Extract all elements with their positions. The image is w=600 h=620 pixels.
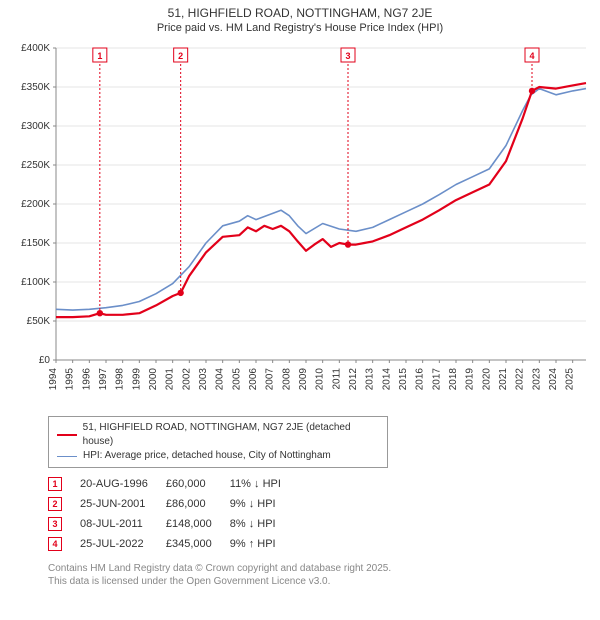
sale-delta: 8% ↓ HPI <box>230 514 299 534</box>
sale-marker-icon: 3 <box>48 517 62 531</box>
svg-text:£350K: £350K <box>21 82 50 93</box>
svg-text:2006: 2006 <box>248 368 259 391</box>
svg-text:2011: 2011 <box>331 368 342 390</box>
sale-delta: 9% ↑ HPI <box>230 534 299 554</box>
sale-price: £86,000 <box>166 494 230 514</box>
legend-swatch <box>57 456 77 457</box>
svg-text:2005: 2005 <box>231 368 242 391</box>
attribution-line2: This data is licensed under the Open Gov… <box>48 575 592 588</box>
legend: 51, HIGHFIELD ROAD, NOTTINGHAM, NG7 2JE … <box>48 416 388 468</box>
svg-text:2017: 2017 <box>431 368 442 391</box>
svg-text:2012: 2012 <box>348 368 359 391</box>
chart-title-line1: 51, HIGHFIELD ROAD, NOTTINGHAM, NG7 2JE <box>8 6 592 20</box>
sale-delta: 11% ↓ HPI <box>230 474 299 494</box>
svg-text:4: 4 <box>529 51 534 61</box>
sale-price: £148,000 <box>166 514 230 534</box>
svg-text:1994: 1994 <box>48 368 59 391</box>
chart-area: £0 £50K £100K £150K £200K £250K £300K £350K £400… <box>8 40 592 410</box>
svg-text:2023: 2023 <box>531 368 542 391</box>
chart-title-line2: Price paid vs. HM Land Registry's House … <box>8 22 592 34</box>
sale-price: £60,000 <box>166 474 230 494</box>
svg-text:£250K: £250K <box>21 160 50 171</box>
svg-text:2020: 2020 <box>481 368 492 391</box>
table-row: 4 25-JUL-2022£345,0009% ↑ HPI <box>48 534 299 554</box>
svg-text:2010: 2010 <box>315 368 326 391</box>
svg-text:£150K: £150K <box>21 238 50 249</box>
svg-text:2014: 2014 <box>381 368 392 391</box>
svg-text:2021: 2021 <box>498 368 509 391</box>
svg-text:2015: 2015 <box>398 368 409 391</box>
sale-marker-icon: 2 <box>48 497 62 511</box>
svg-text:2000: 2000 <box>148 368 159 391</box>
sales-table: 1 20-AUG-1996£60,00011% ↓ HPI 2 25-JUN-2001… <box>48 474 299 554</box>
svg-text:1995: 1995 <box>65 368 76 391</box>
svg-text:2019: 2019 <box>465 368 476 391</box>
svg-text:£400K: £400K <box>21 43 50 54</box>
svg-text:2013: 2013 <box>365 368 376 391</box>
svg-text:2009: 2009 <box>298 368 309 391</box>
legend-row: HPI: Average price, detached house, City… <box>57 449 379 463</box>
svg-text:2007: 2007 <box>265 368 276 391</box>
line-chart-svg: £0 £50K £100K £150K £200K £250K £300K £350K £400… <box>8 40 592 410</box>
svg-text:1997: 1997 <box>98 368 109 391</box>
svg-text:2002: 2002 <box>181 368 192 391</box>
sale-price: £345,000 <box>166 534 230 554</box>
svg-text:£50K: £50K <box>27 316 51 327</box>
svg-text:2008: 2008 <box>281 368 292 391</box>
svg-text:3: 3 <box>345 51 350 61</box>
svg-text:2024: 2024 <box>548 368 559 391</box>
svg-text:2016: 2016 <box>415 368 426 391</box>
legend-swatch <box>57 434 77 436</box>
svg-text:2025: 2025 <box>565 368 576 391</box>
svg-text:2018: 2018 <box>448 368 459 391</box>
sale-marker-icon: 4 <box>48 537 62 551</box>
svg-text:2003: 2003 <box>198 368 209 391</box>
table-row: 2 25-JUN-2001£86,0009% ↓ HPI <box>48 494 299 514</box>
svg-text:1996: 1996 <box>81 368 92 391</box>
svg-text:2: 2 <box>178 51 183 61</box>
svg-text:£300K: £300K <box>21 121 50 132</box>
legend-row: 51, HIGHFIELD ROAD, NOTTINGHAM, NG7 2JE … <box>57 421 379 449</box>
legend-label: HPI: Average price, detached house, City… <box>83 449 331 463</box>
sale-date: 08-JUL-2011 <box>80 514 166 534</box>
svg-text:£200K: £200K <box>21 199 50 210</box>
sale-date: 25-JUL-2022 <box>80 534 166 554</box>
attribution-line1: Contains HM Land Registry data © Crown c… <box>48 562 592 575</box>
table-row: 1 20-AUG-1996£60,00011% ↓ HPI <box>48 474 299 494</box>
svg-text:£100K: £100K <box>21 277 50 288</box>
sale-marker-icon: 1 <box>48 477 62 491</box>
sale-delta: 9% ↓ HPI <box>230 494 299 514</box>
svg-text:1: 1 <box>97 51 102 61</box>
sale-date: 25-JUN-2001 <box>80 494 166 514</box>
attribution: Contains HM Land Registry data © Crown c… <box>48 562 592 588</box>
svg-text:2004: 2004 <box>215 368 226 391</box>
svg-text:2001: 2001 <box>165 368 176 391</box>
svg-text:£0: £0 <box>39 355 51 366</box>
table-row: 3 08-JUL-2011£148,0008% ↓ HPI <box>48 514 299 534</box>
svg-text:2022: 2022 <box>515 368 526 391</box>
sale-date: 20-AUG-1996 <box>80 474 166 494</box>
legend-label: 51, HIGHFIELD ROAD, NOTTINGHAM, NG7 2JE … <box>83 421 379 449</box>
svg-text:1998: 1998 <box>115 368 126 391</box>
svg-text:1999: 1999 <box>131 368 142 391</box>
